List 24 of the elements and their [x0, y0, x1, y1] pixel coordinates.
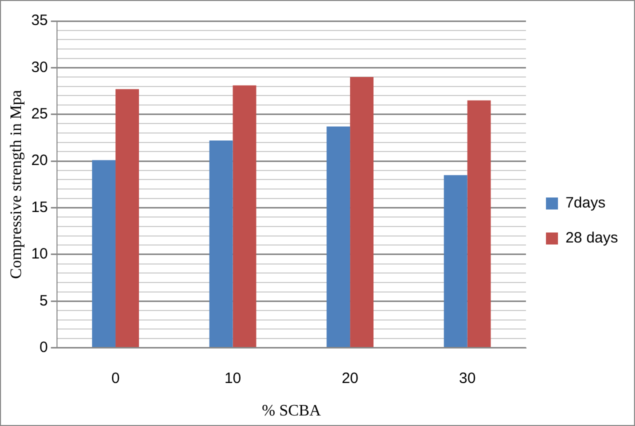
y-tick-label: 10 — [31, 246, 48, 263]
legend-label: 28 days — [565, 230, 618, 247]
legend-label: 7days — [565, 194, 606, 212]
bar — [116, 89, 139, 348]
bar — [92, 160, 116, 348]
bar — [209, 140, 233, 348]
x-tick-label: 20 — [342, 370, 358, 387]
y-tick-label: 35 — [31, 12, 48, 30]
bar — [467, 100, 491, 348]
y-tick-label: 30 — [31, 58, 48, 76]
y-tick-label: 20 — [31, 152, 48, 170]
x-tick-label: 0 — [111, 370, 120, 387]
x-tick-label: 30 — [458, 370, 476, 387]
bar — [232, 85, 256, 348]
bar — [326, 126, 350, 348]
bar — [350, 77, 374, 348]
y-tick-label: 25 — [31, 106, 48, 123]
x-tick-label: 10 — [224, 370, 242, 387]
y-axis-title: Compressive strength in Mpa — [8, 90, 25, 279]
y-tick-label: 0 — [40, 338, 48, 356]
x-axis-title: % SCBA — [262, 402, 322, 420]
bar — [444, 175, 468, 348]
y-tick-label: 15 — [31, 198, 48, 216]
y-tick-label: 5 — [40, 292, 48, 310]
